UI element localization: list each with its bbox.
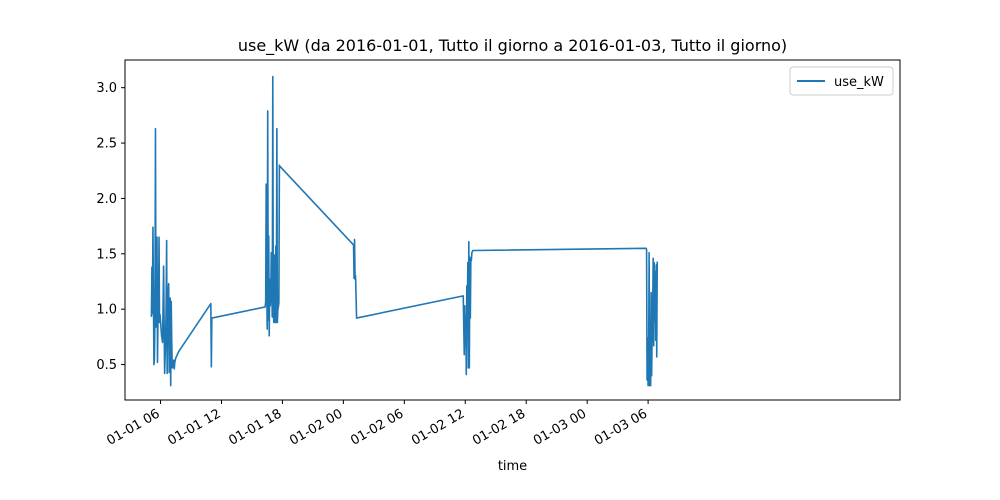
y-tick-label: 0.5 — [96, 358, 117, 373]
y-tick-label: 2.0 — [96, 192, 117, 207]
chart-title: use_kW (da 2016-01-01, Tutto il giorno a… — [238, 36, 787, 56]
y-tick-label: 2.5 — [96, 137, 117, 152]
legend: use_kW — [790, 67, 893, 95]
x-tick-label: 01-02 06 — [348, 406, 406, 448]
y-tick-label: 1.0 — [96, 303, 117, 318]
plot-background — [125, 60, 900, 400]
x-tick-label: 01-02 00 — [287, 406, 345, 448]
x-axis: 01-01 06 01-01 12 01-01 18 01-02 00 01-02 06… — [104, 400, 650, 449]
y-tick-label: 1.5 — [96, 247, 117, 262]
y-tick-label: 3.0 — [96, 81, 117, 96]
x-tick-label: 01-01 12 — [165, 406, 223, 448]
x-axis-label: time — [498, 459, 527, 474]
y-axis: 0.5 1.0 1.5 2.0 2.5 3.0 — [96, 81, 125, 373]
x-tick-label: 01-01 18 — [226, 406, 284, 448]
x-tick-label: 01-02 12 — [409, 406, 467, 448]
x-tick-label: 01-03 06 — [592, 406, 650, 448]
legend-label-use-kw: use_kW — [834, 75, 884, 90]
x-tick-label: 01-03 00 — [531, 406, 589, 448]
plot-area — [125, 60, 900, 400]
x-tick-label: 01-02 18 — [470, 406, 528, 448]
x-tick-label: 01-01 06 — [104, 406, 162, 448]
